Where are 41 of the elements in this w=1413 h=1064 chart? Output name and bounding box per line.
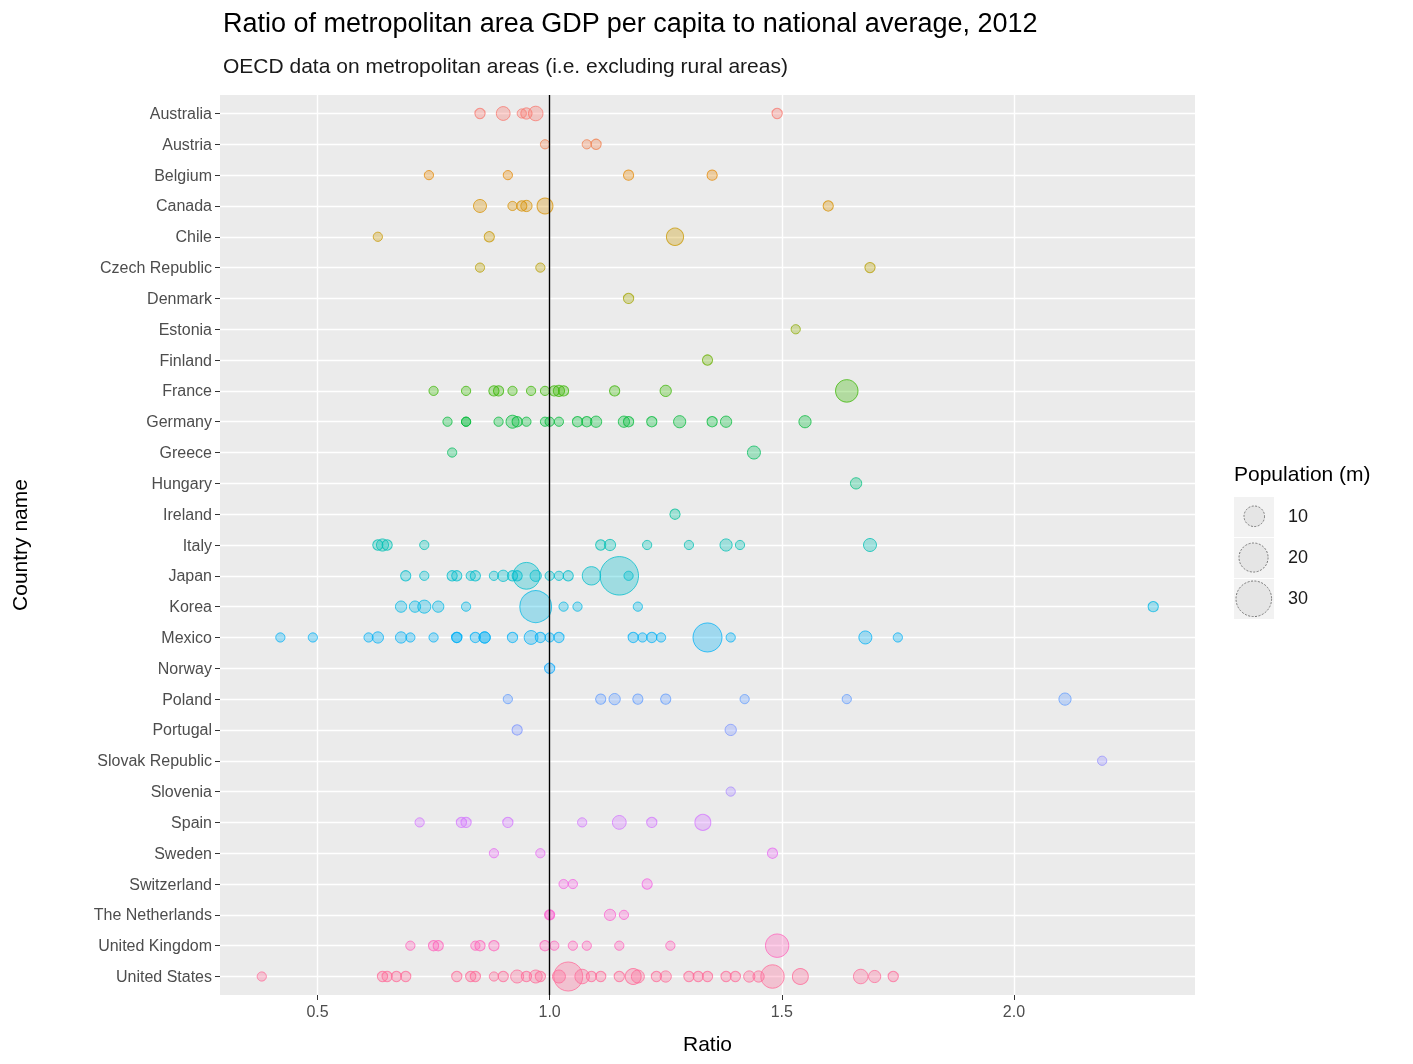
legend-label: 20	[1288, 547, 1309, 568]
y-tick-label: Estonia	[158, 320, 213, 338]
y-tick-label: United States	[115, 968, 212, 986]
y-tick-label: Portugal	[152, 721, 212, 739]
y-tick-label: Greece	[159, 444, 213, 462]
y-tick-label: United Kingdom	[98, 937, 212, 955]
y-tick-label: Canada	[155, 197, 213, 215]
y-tick-label: Spain	[171, 813, 212, 831]
y-tick-label: Hungary	[151, 474, 212, 492]
y-tick-label: Switzerland	[129, 875, 212, 893]
y-tick-label: Czech Republic	[99, 259, 212, 277]
legend-label: 30	[1288, 588, 1309, 609]
y-tick-label: Sweden	[154, 844, 212, 862]
x-tick-label: 1.5	[770, 1002, 793, 1020]
y-tick-label: Finland	[159, 351, 212, 369]
y-tick-label: Ireland	[163, 505, 212, 523]
chart-subtitle: OECD data on metropolitan areas (i.e. excluding rural areas)	[223, 54, 788, 77]
y-tick-label: Chile	[175, 228, 213, 246]
y-tick-label: Belgium	[154, 166, 212, 184]
legend-title: Population (m)	[1234, 462, 1371, 486]
y-tick-label: Mexico	[161, 628, 213, 646]
y-tick-label: Poland	[162, 690, 212, 708]
y-tick-label: Austria	[162, 135, 213, 153]
x-tick-label: 0.5	[306, 1002, 329, 1020]
y-tick-label: The Netherlands	[93, 906, 212, 924]
y-tick-label: Korea	[169, 598, 213, 616]
y-tick-label: Norway	[157, 659, 212, 677]
y-tick-label: Japan	[168, 567, 212, 585]
x-axis-title: Ratio	[682, 1032, 733, 1055]
y-tick-label: Slovenia	[150, 783, 213, 801]
y-tick-label: Italy	[182, 536, 212, 554]
x-tick-label: 1.0	[538, 1002, 561, 1020]
x-tick-label: 2.0	[1002, 1002, 1026, 1020]
y-tick-label: Slovak Republic	[97, 752, 212, 770]
y-tick-label: Denmark	[147, 289, 213, 307]
y-tick-label: Australia	[149, 104, 213, 122]
y-tick-label: France	[162, 382, 213, 400]
legend-label: 10	[1288, 506, 1309, 527]
chart-title: Ratio of metropolitan area GDP per capita to national average, 2012	[223, 7, 1038, 38]
y-tick-label: Germany	[146, 413, 212, 431]
y-axis-title: Country name	[8, 479, 31, 611]
